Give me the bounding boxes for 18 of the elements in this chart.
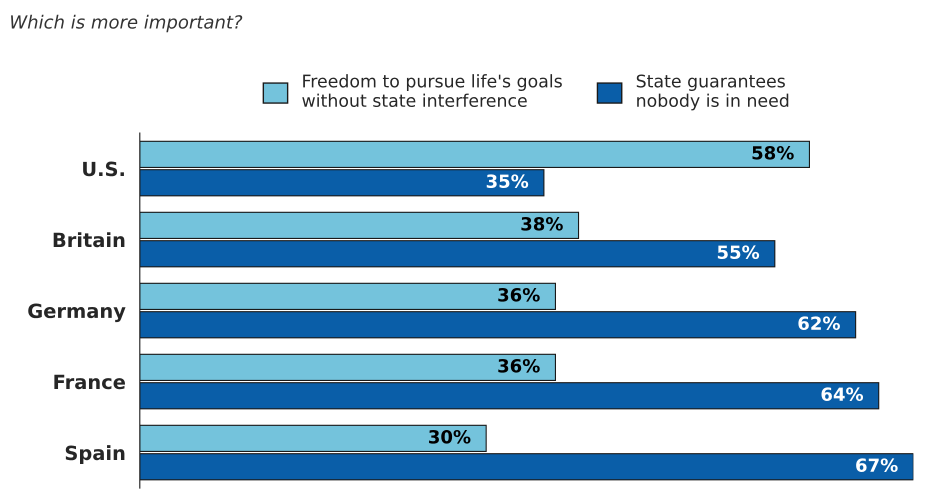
data-label: 36% — [498, 358, 540, 373]
data-label: 58% — [752, 146, 794, 160]
data-label: 67% — [856, 458, 898, 472]
y-tick-label: France — [54, 374, 125, 390]
legend-label: State guarantees nobody is in need — [636, 74, 788, 110]
y-tick-label: U.S. — [83, 162, 124, 176]
data-label: 62% — [798, 316, 840, 330]
data-label: 55% — [718, 245, 760, 260]
legend-label: Freedom to pursue life's goals without state interference — [302, 74, 562, 108]
y-tick-label: Britain — [54, 232, 124, 248]
y-tick-label: Spain — [66, 445, 124, 464]
y-tick-label: Germany — [28, 303, 126, 322]
data-label: 36% — [498, 288, 540, 302]
chart-title: Which is more important? — [11, 14, 242, 32]
data-label: 64% — [822, 387, 864, 402]
data-label: 35% — [486, 174, 528, 188]
data-label: 30% — [429, 430, 470, 444]
data-label: 38% — [521, 216, 563, 231]
